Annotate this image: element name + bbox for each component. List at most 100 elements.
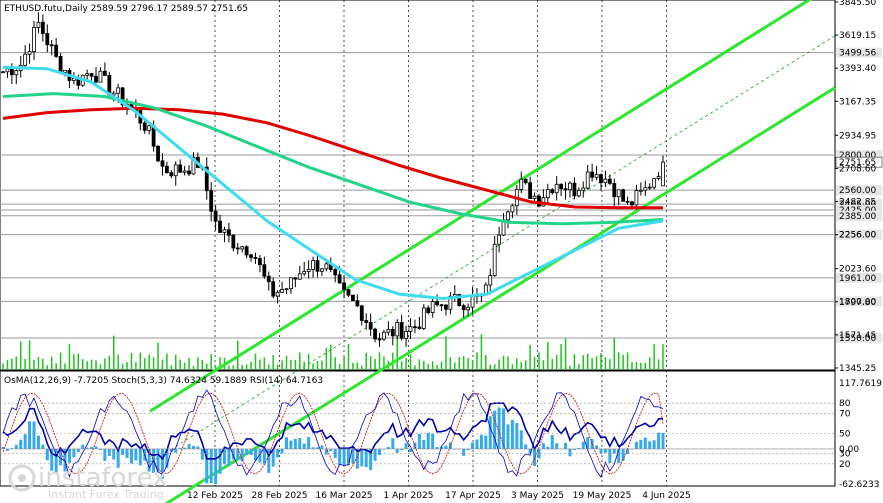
- level-label-bg: [836, 333, 882, 344]
- osma-bar: [5, 448, 9, 451]
- level-label-bg: [836, 296, 882, 307]
- osma-bar: [178, 447, 182, 449]
- y-tick-label: 2023.60: [839, 265, 876, 275]
- osma-bar: [267, 448, 271, 473]
- indicator-tick-label: 80: [839, 399, 851, 409]
- level-label: 2385.00: [839, 212, 876, 222]
- osma-bar: [386, 447, 390, 449]
- candle-body: [147, 125, 152, 131]
- osma-bar: [191, 445, 195, 449]
- candle-body: [40, 21, 45, 34]
- osma-bar: [147, 448, 151, 472]
- candle-body: [209, 190, 214, 212]
- x-tick-label: 28 Feb 2025: [251, 491, 307, 501]
- candle-body: [581, 187, 586, 191]
- osma-bar: [626, 448, 630, 455]
- osma-bar: [298, 437, 302, 449]
- candle-body: [182, 170, 187, 173]
- candle-body: [647, 186, 652, 189]
- osma-bar: [276, 448, 280, 458]
- osma-bar: [280, 448, 284, 454]
- osma-bar: [422, 439, 426, 449]
- candle-body: [457, 294, 462, 306]
- osma-bar: [528, 448, 532, 454]
- candle-body: [85, 73, 90, 76]
- osma-bar: [98, 448, 102, 451]
- osma-bar: [413, 442, 417, 449]
- candle-body: [258, 258, 262, 266]
- candle-body: [444, 304, 448, 310]
- candle-body: [355, 300, 360, 307]
- osma-bar: [302, 443, 306, 449]
- candle-body: [528, 182, 533, 200]
- candle-body: [506, 211, 510, 221]
- candle-body: [612, 182, 617, 198]
- osma-bar: [258, 448, 262, 463]
- osma-bar: [524, 444, 528, 449]
- osma-bar: [342, 448, 346, 466]
- candle-body: [607, 178, 612, 184]
- candle-body: [590, 171, 595, 178]
- level-label: 1961.00: [839, 274, 876, 284]
- osma-bar: [41, 444, 45, 449]
- candle-body: [311, 260, 315, 270]
- candle-body: [120, 87, 125, 106]
- candle-body: [36, 21, 41, 28]
- channel-mid-line: [149, 35, 836, 463]
- moving-average-green: [2, 92, 664, 226]
- osma-bar: [138, 448, 142, 466]
- osma-bar: [661, 432, 665, 449]
- candle-body: [213, 210, 218, 222]
- osma-bar: [214, 448, 218, 484]
- price-candles: [1, 12, 665, 348]
- level-label-bg: [836, 229, 882, 240]
- osma-bar: [59, 448, 63, 466]
- osma-bar: [200, 448, 204, 460]
- candle-body: [404, 331, 408, 339]
- candle-body: [342, 282, 346, 290]
- osma-bar: [333, 448, 337, 458]
- candle-body: [293, 277, 298, 280]
- candle-body: [390, 329, 395, 337]
- osma-bar: [533, 448, 537, 466]
- candle-body: [364, 320, 369, 323]
- level-label: 2560.00: [839, 186, 876, 196]
- candle-body: [27, 51, 32, 55]
- candle-body: [585, 171, 590, 189]
- osma-bar: [129, 448, 133, 464]
- candle-body: [435, 301, 439, 306]
- osma-bar: [253, 448, 257, 461]
- candle-body: [563, 188, 568, 191]
- osma-bar: [652, 440, 656, 449]
- candle-body: [510, 205, 515, 213]
- watermark-tagline: Instant Forex Trading: [48, 488, 164, 501]
- candle-body: [351, 294, 355, 302]
- x-tick-label: 16 Mar 2025: [315, 491, 372, 501]
- osma-bar: [32, 421, 36, 449]
- osma-bar: [183, 447, 187, 449]
- osma-bar: [364, 448, 368, 468]
- osma-bar: [355, 448, 359, 469]
- osma-bar: [510, 419, 514, 449]
- candle-body: [169, 172, 174, 177]
- osma-bar: [81, 444, 85, 449]
- candle-body: [58, 55, 63, 73]
- y-tick-label: 3167.35: [839, 97, 876, 107]
- horizontal-levels: 3499.562800.002560.002465.002425.002385.…: [0, 47, 883, 344]
- osma-bar: [107, 448, 111, 456]
- osma-bar: [169, 448, 173, 452]
- candle-body: [492, 243, 497, 276]
- osma-bar: [648, 441, 652, 449]
- candle-body: [554, 183, 559, 194]
- candle-body: [630, 201, 634, 206]
- osma-bar: [311, 447, 315, 449]
- osma-bar: [112, 448, 116, 460]
- rsi-line: [2, 402, 664, 461]
- candle-body: [63, 69, 67, 73]
- candle-body: [244, 246, 249, 256]
- osma-bar: [103, 448, 107, 461]
- osma-bar: [125, 448, 129, 458]
- candle-body: [266, 275, 271, 283]
- osma-bar: [555, 443, 559, 449]
